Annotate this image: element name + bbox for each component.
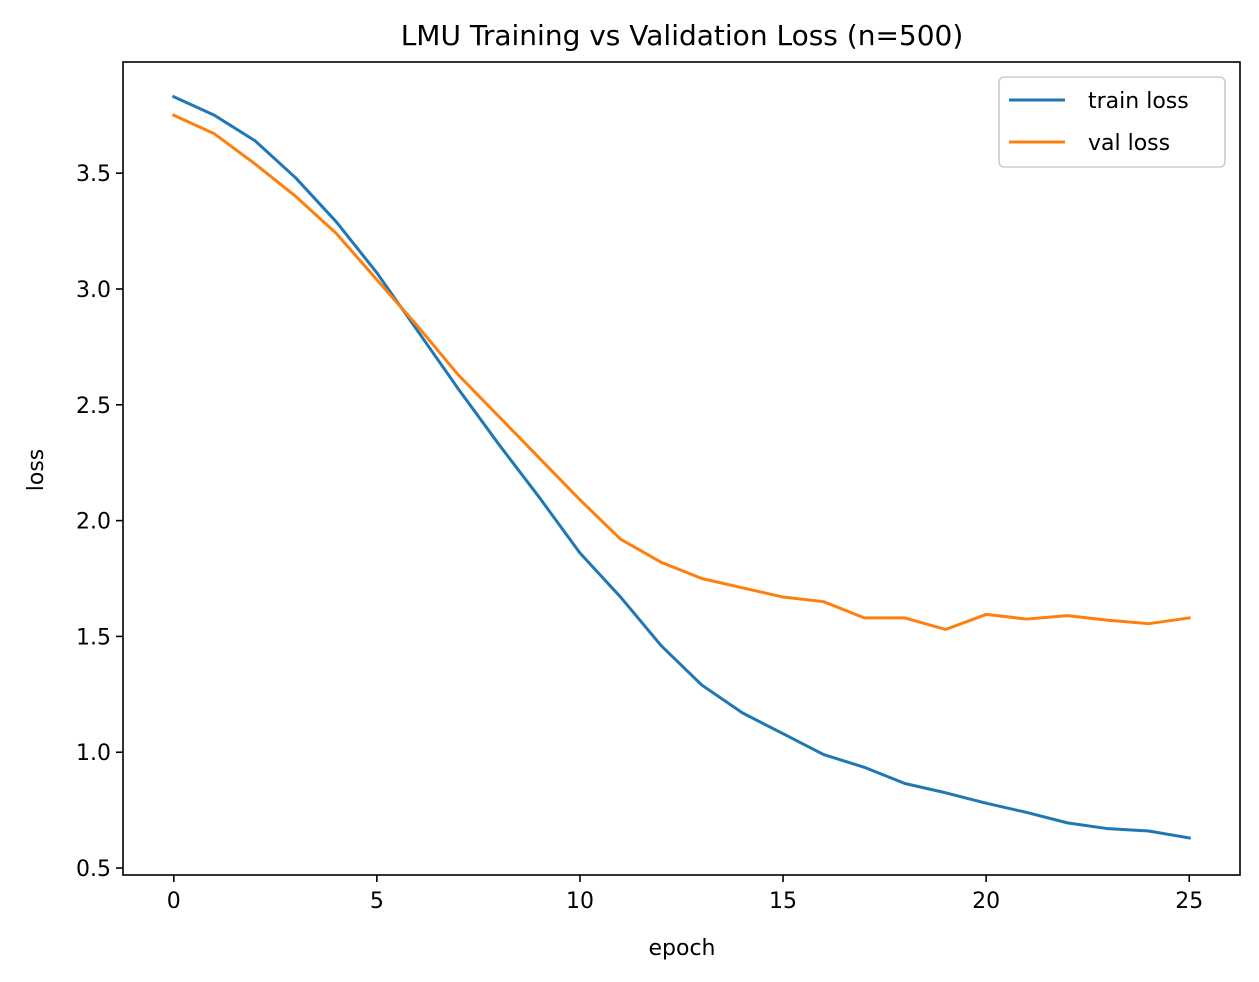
x-tick-label: 15 [769, 889, 797, 914]
legend-label: val loss [1088, 131, 1170, 156]
x-axis-label: epoch [649, 936, 716, 961]
y-tick-label: 3.0 [76, 278, 111, 303]
x-tick-label: 5 [370, 889, 384, 914]
series-line-train-loss [171, 94, 1191, 840]
x-axis-ticks: 0 5 10 15 20 25 [167, 875, 1203, 914]
legend-label: train loss [1088, 89, 1189, 114]
y-tick-label: 0.5 [76, 857, 111, 882]
series-layer [171, 94, 1191, 840]
y-tick-label: 1.0 [76, 741, 111, 766]
y-tick-label: 3.5 [76, 162, 111, 187]
x-tick-label: 10 [566, 889, 594, 914]
chart-title: LMU Training vs Validation Loss (n=500) [401, 19, 964, 52]
plot-frame [122, 61, 1241, 876]
y-axis-label: loss [24, 449, 49, 492]
y-tick-label: 1.5 [76, 625, 111, 650]
plot-area: 0 5 10 15 20 25 0.5 1.0 1.5 2.0 2.5 3.0 3.5 [76, 61, 1241, 914]
x-tick-label: 0 [167, 889, 181, 914]
y-axis-ticks: 0.5 1.0 1.5 2.0 2.5 3.0 3.5 [76, 162, 123, 882]
series-line-val-loss [171, 113, 1191, 631]
legend: train loss val loss [998, 76, 1226, 168]
y-tick-label: 2.5 [76, 394, 111, 419]
x-tick-label: 25 [1175, 889, 1203, 914]
y-tick-label: 2.0 [76, 510, 111, 535]
x-tick-label: 20 [972, 889, 1000, 914]
